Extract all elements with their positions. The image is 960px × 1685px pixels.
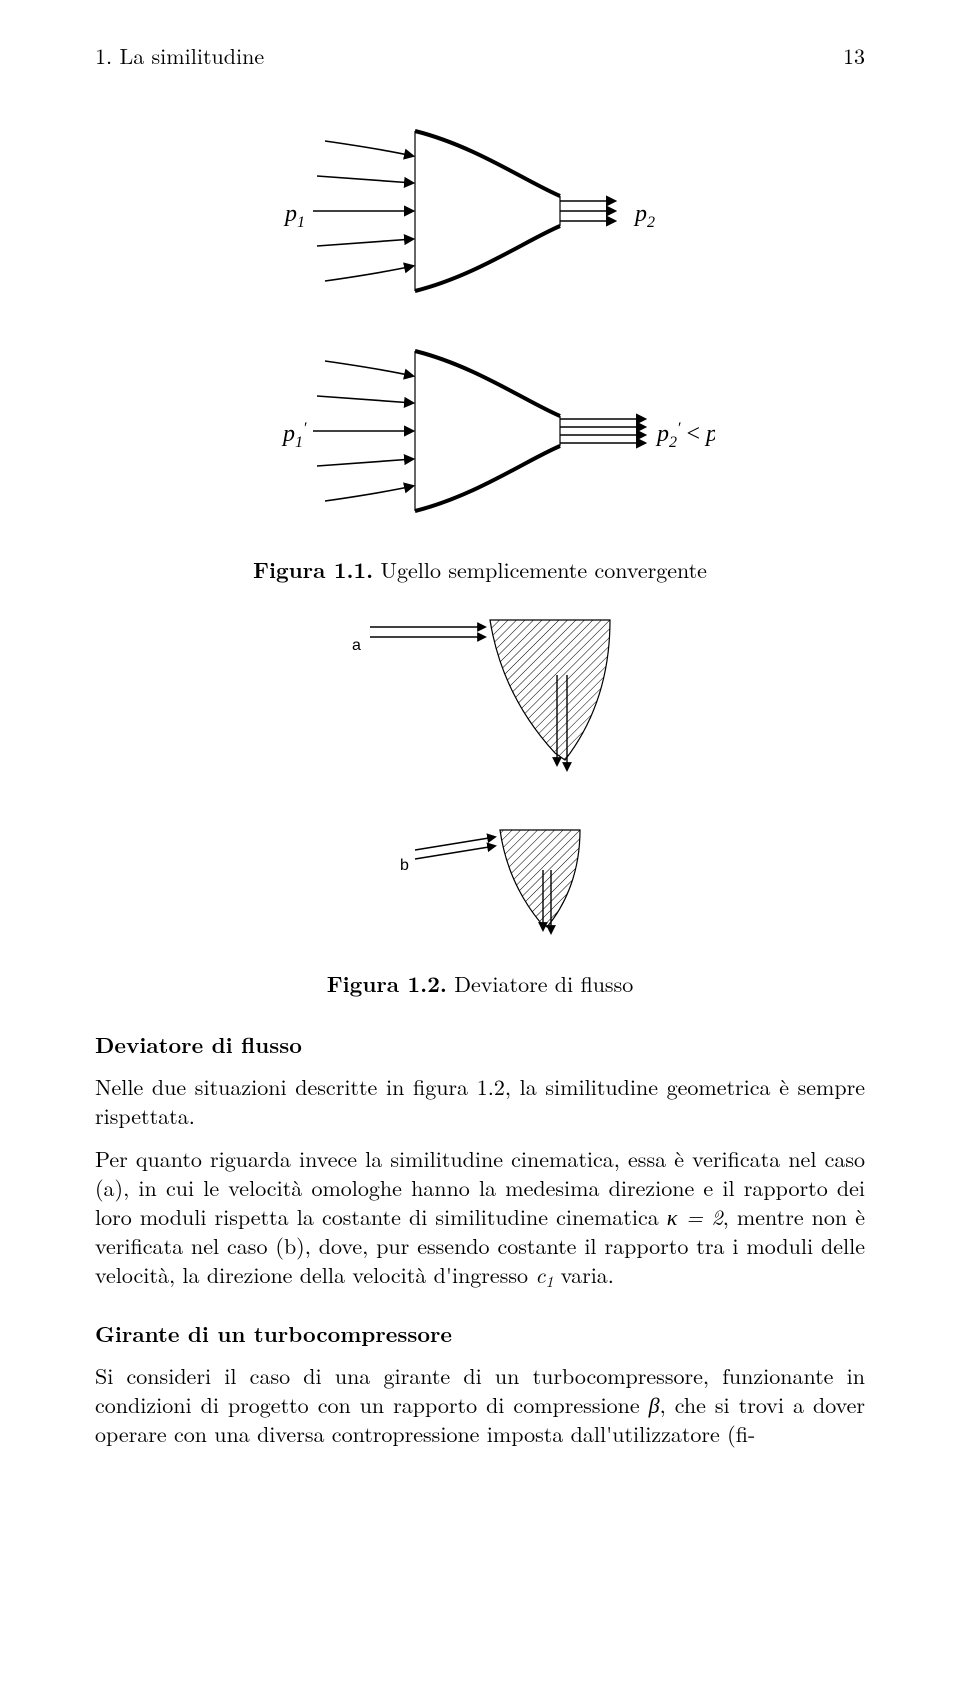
para-deviatore-2: Per quanto riguarda invece la similitudi… (95, 1144, 865, 1292)
heading-girante: Girante di un turbocompressore (95, 1318, 865, 1349)
fig2-label: Figura 1.2. (327, 968, 447, 999)
fig2-label-b: b (400, 857, 409, 874)
figure-1-1: p1 p2 (95, 111, 865, 585)
figure-1-2-caption: Figura 1.2. Deviatore di flusso (95, 968, 865, 999)
c1-sym: c1 (535, 1259, 553, 1290)
figure-1-1-caption: Figura 1.1. Ugello semplicemente converg… (95, 554, 865, 585)
para-girante: Si consideri il caso di una girante di u… (95, 1361, 865, 1448)
para2-part-c: varia. (553, 1259, 614, 1290)
nozzle-diagram: p1 p2 (245, 111, 715, 531)
kappa-expr: κ = 2 (667, 1201, 723, 1232)
para-deviatore-1: Nelle due situazioni descritte in figura… (95, 1072, 865, 1130)
fig2-text: Deviatore di flusso (447, 968, 633, 999)
fig2-label-a: a (352, 637, 361, 654)
deflector-diagram: a b (300, 615, 660, 945)
fig1-label: Figura 1.1. (253, 554, 373, 585)
svg-text:p2′ < p2: p2′ < p2 (655, 420, 715, 451)
svg-text:p2: p2 (633, 201, 655, 231)
figure-1-2: a b Figura 1.2. Deviatore di flusso (95, 615, 865, 999)
fig1-text: Ugello semplicemente convergente (373, 554, 707, 585)
beta-sym: β (649, 1389, 660, 1420)
running-head-page: 13 (843, 40, 865, 71)
svg-text:p1′: p1′ (281, 420, 307, 451)
running-head-left: 1. La similitudine (95, 40, 264, 71)
heading-deviatore: Deviatore di flusso (95, 1029, 865, 1060)
svg-text:p1: p1 (283, 201, 305, 231)
